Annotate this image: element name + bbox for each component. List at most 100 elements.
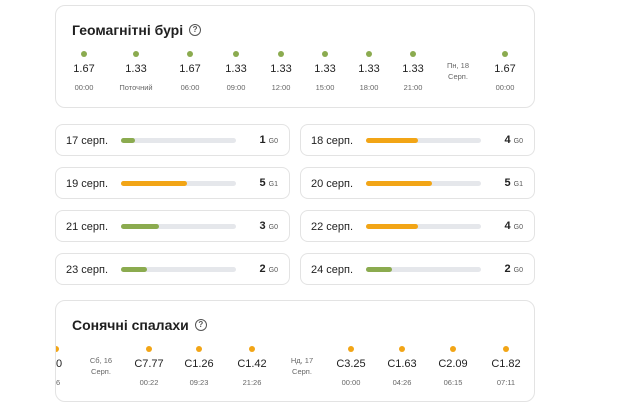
status-dot-icon <box>196 346 202 352</box>
kp-date: 23 серп. <box>66 264 109 276</box>
timeline-point[interactable]: 10 46 <box>55 346 80 387</box>
kp-progress-track <box>121 138 236 143</box>
solar-title-row: Сонячні спалахи ? <box>72 317 207 333</box>
point-time: 46 <box>55 378 61 387</box>
kp-day-card[interactable]: 22 серп. 4 G0 <box>300 210 535 242</box>
timeline-point[interactable]: C1.26 09:23 <box>175 346 223 387</box>
timeline-point[interactable]: 1.67 00:00 <box>60 51 108 92</box>
status-dot-icon <box>348 346 354 352</box>
geomagnetic-storms-card: Геомагнітні бурі ? 1.67 00:00 1.33 Поточний… <box>55 5 535 108</box>
timeline-point[interactable]: C7.77 00:22 <box>125 346 173 387</box>
kp-progress-fill <box>366 224 418 229</box>
kp-index: 5 <box>259 177 266 189</box>
kp-progress-track <box>121 181 236 186</box>
kp-date: 24 серп. <box>311 264 354 276</box>
point-time: 07:11 <box>496 378 516 387</box>
timeline-point[interactable]: C1.82 07:11 <box>482 346 530 387</box>
point-value: 1.33 <box>270 63 292 75</box>
kp-value: 5 G1 <box>505 177 523 189</box>
timeline-point[interactable]: C1.63 04:26 <box>378 346 426 387</box>
storm-level: G0 <box>268 138 278 145</box>
day-label: Нд, 17 <box>290 356 314 365</box>
timeline-point[interactable]: 1.67 06:00 <box>166 51 214 92</box>
kp-progress-fill <box>121 267 148 272</box>
kp-date: 17 серп. <box>66 135 109 147</box>
solar-flares-card: Сонячні спалахи ? 10 46 Сб, 16 Серп. C7.77 00… <box>55 300 535 402</box>
kp-index: 1 <box>259 134 266 146</box>
timeline-point[interactable]: C1.42 21:26 <box>228 346 276 387</box>
point-time: 04:26 <box>392 378 412 387</box>
point-time: Поточний <box>119 83 153 92</box>
point-time: 06:00 <box>180 83 200 92</box>
day-label: Пн, 18 <box>446 61 470 70</box>
point-time: 00:00 <box>74 83 94 92</box>
status-dot-icon <box>133 51 139 57</box>
storm-level: G1 <box>268 181 278 188</box>
point-time: 21:26 <box>242 378 262 387</box>
storm-level: G0 <box>268 267 278 274</box>
kp-progress-track <box>121 267 236 272</box>
kp-day-card[interactable]: 17 серп. 1 G0 <box>55 124 290 156</box>
point-value: 1.33 <box>125 63 147 75</box>
day-separator: Нд, 17 Серп. <box>278 355 326 377</box>
kp-progress-fill <box>121 224 159 229</box>
storm-level: G0 <box>513 267 523 274</box>
timeline-point[interactable]: 1.33 18:00 <box>345 51 393 92</box>
status-dot-icon <box>249 346 255 352</box>
kp-progress-track <box>366 267 481 272</box>
point-value: 1.67 <box>179 63 201 75</box>
timeline-point[interactable]: C2.09 06:15 <box>429 346 477 387</box>
day-label: Серп. <box>292 367 312 376</box>
kp-date: 20 серп. <box>311 178 354 190</box>
kp-date: 22 серп. <box>311 221 354 233</box>
status-dot-icon <box>322 51 328 57</box>
status-dot-icon <box>503 346 509 352</box>
kp-progress-fill <box>366 181 432 186</box>
point-time: 00:00 <box>495 83 515 92</box>
geomagnetic-title-row: Геомагнітні бурі ? <box>72 22 202 38</box>
kp-progress-fill <box>121 181 187 186</box>
point-time: 21:00 <box>403 83 423 92</box>
status-dot-icon <box>233 51 239 57</box>
kp-day-card[interactable]: 20 серп. 5 G1 <box>300 167 535 199</box>
kp-day-card[interactable]: 24 серп. 2 G0 <box>300 253 535 285</box>
geomagnetic-title: Геомагнітні бурі <box>72 22 184 38</box>
point-value: 1.33 <box>225 63 247 75</box>
kp-progress-track <box>366 224 481 229</box>
point-time: 06:15 <box>443 378 463 387</box>
status-dot-icon <box>450 346 456 352</box>
kp-progress-fill <box>366 138 418 143</box>
storm-level: G0 <box>513 138 523 145</box>
timeline-point[interactable]: 1.33 Поточний <box>112 51 160 92</box>
timeline-point[interactable]: 1.33 21:00 <box>389 51 437 92</box>
timeline-point[interactable]: 1.33 09:00 <box>212 51 260 92</box>
status-dot-icon <box>410 51 416 57</box>
status-dot-icon <box>278 51 284 57</box>
kp-day-card[interactable]: 19 серп. 5 G1 <box>55 167 290 199</box>
point-time: 09:00 <box>226 83 246 92</box>
kp-day-card[interactable]: 21 серп. 3 G0 <box>55 210 290 242</box>
status-dot-icon <box>81 51 87 57</box>
timeline-point[interactable]: 1.67 00:00 <box>481 51 529 92</box>
point-value: C1.42 <box>237 358 267 370</box>
kp-date: 21 серп. <box>66 221 109 233</box>
kp-progress-track <box>366 138 481 143</box>
help-icon[interactable]: ? <box>189 24 202 36</box>
point-time: 00:22 <box>139 378 159 387</box>
kp-progress-track <box>366 181 481 186</box>
status-dot-icon <box>56 346 59 352</box>
point-time: 12:00 <box>271 83 291 92</box>
storm-level: G1 <box>513 181 523 188</box>
kp-day-card[interactable]: 18 серп. 4 G0 <box>300 124 535 156</box>
help-icon[interactable]: ? <box>194 319 207 331</box>
kp-index: 2 <box>504 263 511 275</box>
kp-day-card[interactable]: 23 серп. 2 G0 <box>55 253 290 285</box>
timeline-point[interactable]: 1.33 12:00 <box>257 51 305 92</box>
kp-value: 4 G0 <box>505 134 523 146</box>
timeline-point[interactable]: 1.33 15:00 <box>301 51 349 92</box>
timeline-point[interactable]: C3.25 00:00 <box>327 346 375 387</box>
point-value: C1.63 <box>387 358 417 370</box>
point-time: 15:00 <box>315 83 335 92</box>
kp-value: 2 G0 <box>505 263 523 275</box>
kp-value: 1 G0 <box>260 134 278 146</box>
